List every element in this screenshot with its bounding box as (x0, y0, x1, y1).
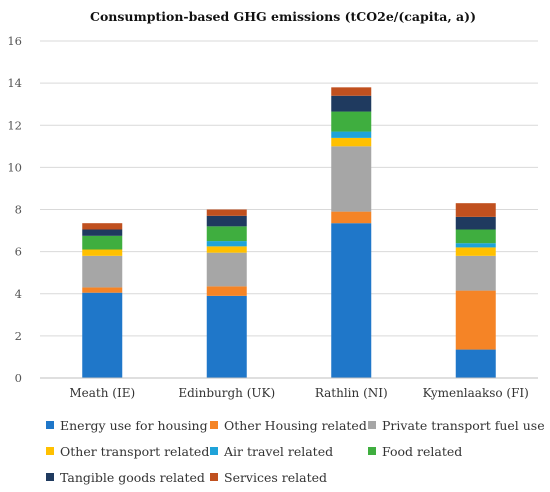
legend-row: Other transport related Air travel relate… (46, 438, 546, 464)
bar-segment (455, 247, 496, 256)
y-tick-label: 2 (15, 329, 22, 343)
x-axis-categories: Meath (IE) Edinburgh (UK) Rathlin (NI) Kyme… (69, 386, 529, 400)
y-tick-label: 4 (15, 287, 22, 301)
bar-segment (206, 295, 247, 378)
bar-segment (455, 243, 496, 248)
x-category-label: Meath (IE) (69, 386, 135, 400)
bar-segment (455, 349, 496, 378)
bar-segment (206, 246, 247, 253)
bar-segment (331, 87, 372, 96)
legend: Energy use for housing Other Housing rela… (46, 412, 546, 490)
legend-item: Other transport related (46, 444, 210, 459)
bar-segment (206, 252, 247, 287)
bar-stack (455, 203, 496, 378)
legend-item: Services related (210, 470, 368, 485)
bar-segment (82, 255, 123, 288)
legend-swatch (210, 447, 218, 455)
legend-row: Tangible goods related Services related (46, 464, 546, 490)
bar-segment (82, 292, 123, 378)
bar-segment (206, 286, 247, 296)
x-category-label: Kymenlaakso (FI) (423, 386, 529, 400)
bar-segment (82, 287, 123, 293)
chart-title: Consumption-based GHG emissions (tCO2e/(… (90, 9, 476, 24)
x-category-label: Rathlin (NI) (315, 386, 388, 400)
bar-stack (206, 209, 247, 378)
grid-lines (40, 40, 538, 337)
bar-segment (331, 131, 372, 138)
bar-segment (82, 229, 123, 236)
legend-swatch (368, 421, 376, 429)
legend-item: Energy use for housing (46, 418, 210, 433)
legend-item: Tangible goods related (46, 470, 210, 485)
y-tick-label: 16 (7, 34, 22, 48)
legend-swatch (46, 421, 54, 429)
bar-segment (455, 229, 496, 244)
bar-segment (331, 211, 372, 224)
legend-label: Air travel related (224, 443, 334, 459)
bar-segment (331, 146, 372, 212)
bar-stack (82, 223, 123, 378)
bar-segment (82, 249, 123, 256)
y-tick-label: 0 (15, 371, 22, 385)
bar-segment (455, 216, 496, 230)
bar-segment (331, 95, 372, 112)
y-tick-label: 12 (7, 118, 22, 132)
legend-swatch (210, 473, 218, 481)
legend-swatch (368, 447, 376, 455)
bar-segment (206, 226, 247, 242)
x-category-label: Edinburgh (UK) (178, 386, 275, 400)
bar-segment (206, 215, 247, 227)
legend-label: Food related (382, 443, 463, 459)
legend-item: Private transport fuel use (368, 418, 545, 433)
bar-segment (331, 137, 372, 147)
legend-swatch (210, 421, 218, 429)
legend-swatch (46, 473, 54, 481)
legend-swatch (46, 447, 54, 455)
legend-item: Air travel related (210, 444, 368, 459)
bar-segment (82, 235, 123, 250)
legend-label: Tangible goods related (60, 469, 205, 485)
bars (82, 87, 496, 378)
bar-segment (455, 290, 496, 350)
legend-item: Other Housing related (210, 418, 368, 433)
legend-label: Services related (224, 469, 328, 485)
bar-segment (206, 209, 247, 216)
y-tick-label: 14 (7, 76, 22, 90)
bar-segment (331, 111, 372, 132)
bar-segment (206, 241, 247, 247)
legend-label: Private transport fuel use (382, 417, 545, 433)
legend-label: Energy use for housing (60, 417, 208, 433)
y-tick-label: 8 (15, 203, 22, 217)
y-axis-ticks: 0 2 4 6 8 10 12 14 16 (7, 34, 22, 385)
legend-label: Other Housing related (224, 417, 367, 433)
legend-label: Other transport related (60, 443, 210, 459)
legend-item: Food related (368, 444, 538, 459)
bar-segment (455, 203, 496, 217)
bar-segment (331, 223, 372, 378)
bar-segment (82, 223, 123, 230)
bar-segment (455, 255, 496, 291)
bar-stack (331, 87, 372, 378)
legend-row: Energy use for housing Other Housing rela… (46, 412, 546, 438)
y-tick-label: 6 (15, 245, 22, 259)
y-tick-label: 10 (7, 160, 22, 174)
